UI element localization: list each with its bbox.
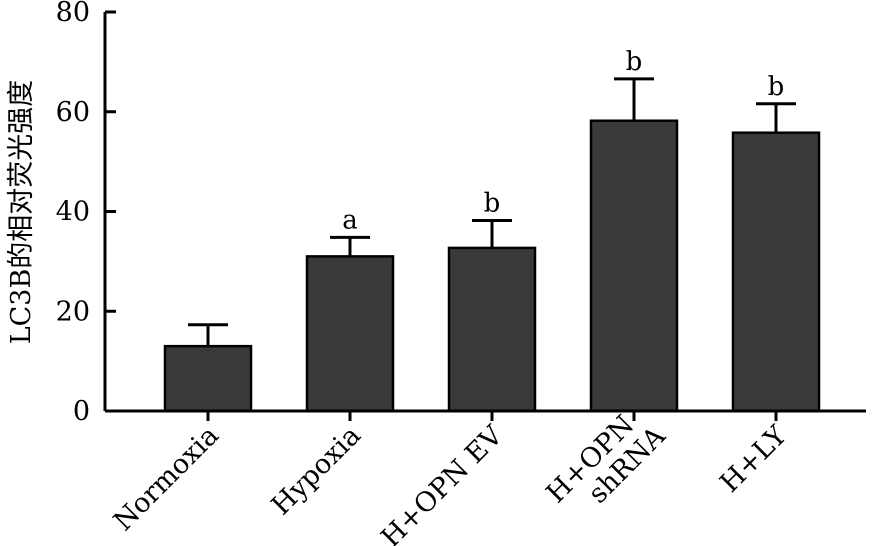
bar [589, 119, 679, 413]
bar [447, 246, 537, 413]
bar [731, 131, 821, 413]
x-tick-label-line: H+OPN EV [375, 420, 509, 546]
x-tick-label: Normoxia [108, 420, 225, 537]
significance-labels: a b b b [342, 47, 784, 236]
error-bars [188, 77, 796, 347]
x-axis: Normoxia Hypoxia H+OPN EV H+OPNshRNA H+LY [105, 399, 866, 546]
significance-label: a [342, 205, 358, 235]
significance-label: b [626, 47, 643, 77]
bars [163, 119, 821, 413]
y-axis: 0 20 40 60 80 [56, 0, 116, 427]
y-tick-label: 80 [56, 0, 90, 28]
x-tick-label: H+OPNshRNA [541, 399, 672, 530]
bar [163, 344, 253, 413]
x-tick-label-line: Hypoxia [266, 420, 367, 521]
x-tick-label: H+OPN EV [375, 420, 509, 546]
y-tick-label: 20 [56, 296, 90, 327]
y-tick-label: 60 [56, 97, 90, 128]
y-tick-label: 0 [73, 396, 90, 427]
x-tick-label-line: H+LY [714, 419, 793, 498]
x-tick-label: H+LY [714, 419, 793, 498]
bar [305, 255, 395, 413]
y-axis-label: LC3B的相对荧光强度 [6, 80, 37, 345]
x-tick-label: Hypoxia [266, 420, 367, 521]
significance-label: b [484, 188, 501, 218]
y-tick-label: 40 [56, 197, 90, 228]
significance-label: b [768, 72, 785, 102]
x-tick-label-line: Normoxia [108, 420, 225, 537]
